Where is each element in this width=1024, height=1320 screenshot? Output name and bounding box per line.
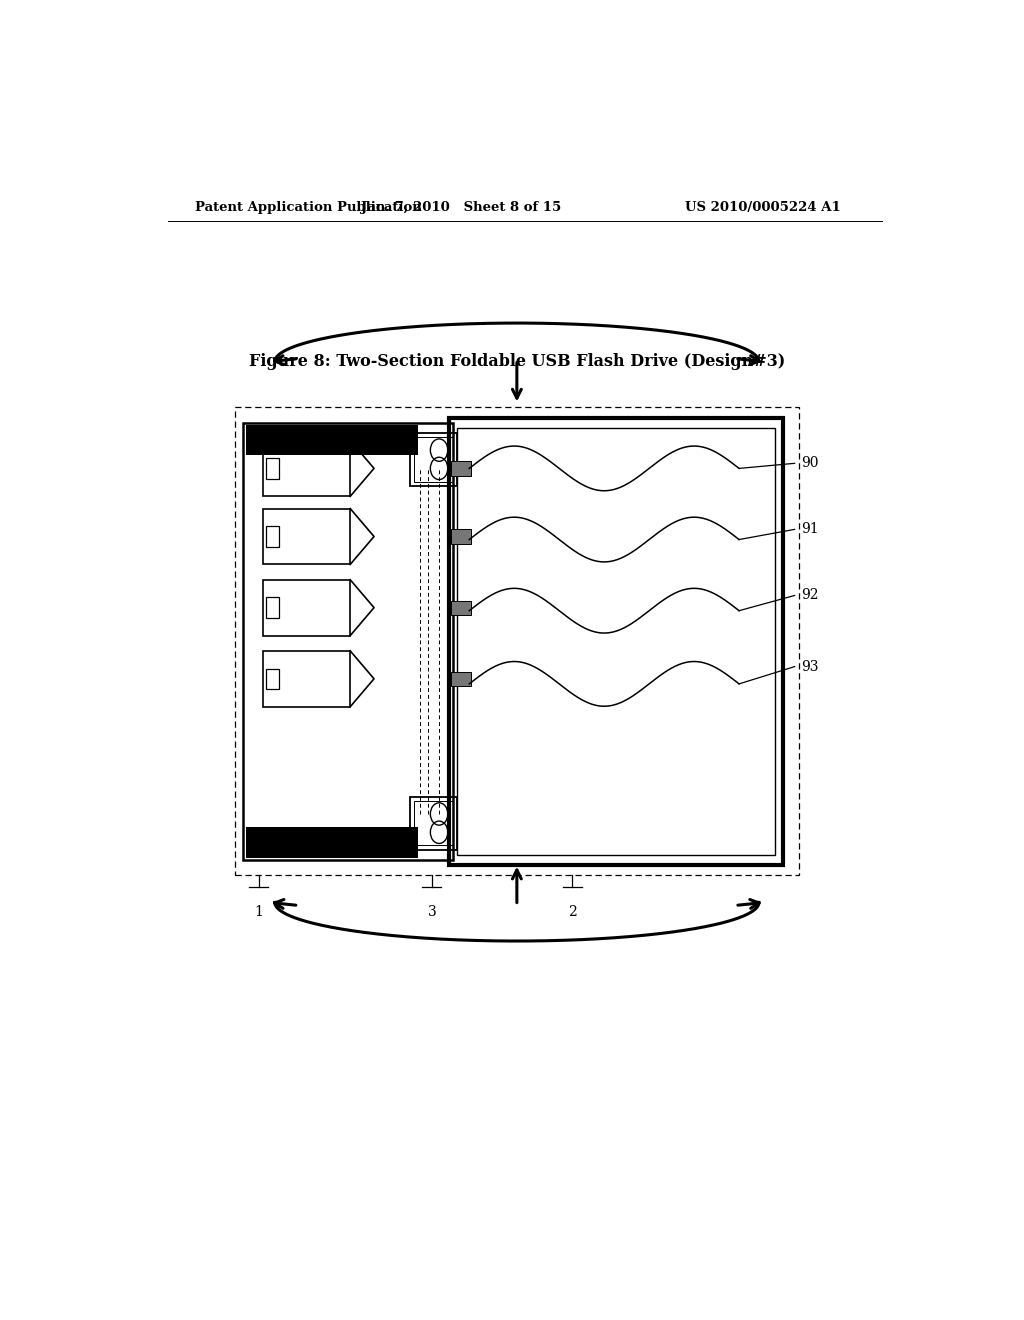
Bar — [263, 441, 350, 496]
Text: 91: 91 — [801, 523, 818, 536]
Bar — [410, 433, 458, 486]
Bar — [246, 425, 419, 455]
Bar — [266, 598, 279, 618]
Bar — [410, 797, 458, 850]
Text: 2: 2 — [568, 906, 577, 920]
Bar — [236, 408, 799, 875]
Text: Figure 8: Two-Section Foldable USB Flash Drive (Design#3): Figure 8: Two-Section Foldable USB Flash… — [249, 354, 785, 370]
Bar — [451, 461, 471, 475]
Text: 90: 90 — [801, 457, 818, 470]
Bar — [414, 437, 454, 482]
Bar — [414, 801, 454, 846]
Bar — [451, 672, 471, 686]
Bar — [266, 458, 279, 479]
Bar — [263, 508, 350, 565]
Bar — [243, 422, 454, 859]
Bar — [266, 527, 279, 546]
Text: 1: 1 — [255, 906, 263, 920]
Bar — [458, 428, 775, 854]
Bar — [246, 828, 419, 858]
Text: 92: 92 — [801, 589, 818, 602]
Text: US 2010/0005224 A1: US 2010/0005224 A1 — [685, 201, 841, 214]
Bar — [266, 669, 279, 689]
Text: 93: 93 — [801, 660, 818, 673]
Bar — [450, 417, 782, 865]
Text: 3: 3 — [428, 906, 436, 920]
Bar — [263, 579, 350, 636]
Text: Patent Application Publication: Patent Application Publication — [196, 201, 422, 214]
Text: Jan. 7, 2010   Sheet 8 of 15: Jan. 7, 2010 Sheet 8 of 15 — [361, 201, 561, 214]
Bar — [263, 651, 350, 706]
Bar — [451, 529, 471, 544]
Bar — [451, 601, 471, 615]
